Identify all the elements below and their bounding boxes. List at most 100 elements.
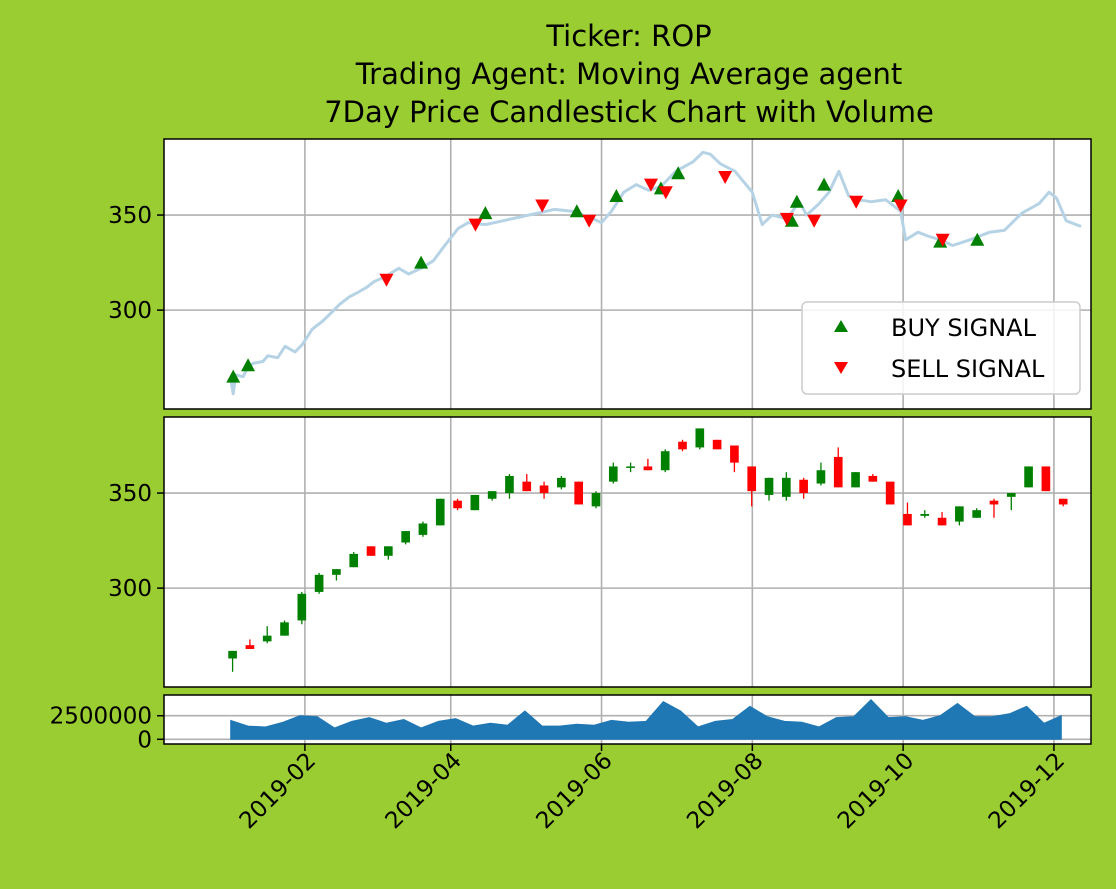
sell-signal-marker (379, 273, 394, 287)
x-tick-label: 2019-08 (682, 748, 768, 834)
candle-body-up (401, 531, 410, 543)
candle-body-up (816, 470, 826, 484)
candle-body-up (660, 451, 670, 471)
x-tick-label: 2019-10 (833, 748, 919, 834)
candle-body-down (643, 466, 653, 471)
legend-sell-marker-icon (834, 362, 848, 374)
x-tick-label: 2019-12 (984, 748, 1070, 834)
candle-body-down (453, 500, 462, 509)
candle-body-down (712, 439, 722, 450)
candle-body-down (245, 645, 255, 649)
candle-panel-background (164, 417, 1091, 687)
buy-signal-marker (784, 213, 799, 227)
candle-body-up (228, 650, 237, 659)
volume-panel-marks (230, 698, 1062, 740)
candle-body-up (626, 466, 635, 468)
chart-title-line-1: Ticker: ROP (545, 19, 711, 53)
candle-body-up (782, 477, 791, 497)
y-tick-label: 350 (108, 481, 152, 507)
sell-signal-marker (468, 218, 483, 232)
candle-body-down (366, 546, 376, 556)
x-tick-label: 2019-02 (235, 748, 321, 834)
candle-body-up (557, 477, 566, 488)
candle-body-up (505, 475, 514, 494)
buy-signal-marker (891, 189, 906, 203)
legend: BUY SIGNAL SELL SIGNAL (801, 301, 1081, 395)
signal-panel-marks (226, 150, 1082, 396)
candle-body-up (470, 494, 480, 511)
sell-signal-marker (849, 195, 864, 209)
candle-body-up (384, 546, 393, 556)
candle-body-down (885, 481, 895, 505)
candle-body-up (695, 428, 705, 448)
y-tick-label: 0 (137, 727, 152, 753)
candle-body-up (608, 466, 618, 482)
candle-body-down (989, 500, 999, 505)
candle-body-up (297, 593, 307, 621)
candle-body-down (678, 441, 687, 450)
candle-body-up (349, 553, 359, 568)
x-axis-ticks: 2019-02 2019-04 2019-06 2019-08 2019-10 2019-… (235, 744, 1070, 834)
buy-signal-marker (817, 177, 832, 191)
candle-body-up (332, 569, 341, 575)
buy-signal-marker (569, 204, 584, 218)
candle-body-down (522, 481, 532, 492)
candle-body-up (591, 493, 601, 507)
candle-body-down (539, 485, 549, 494)
candle-body-up (972, 510, 981, 518)
candle-body-up (920, 513, 930, 516)
buy-signal-marker (478, 206, 493, 220)
x-tick-label: 2019-04 (381, 748, 467, 834)
candle-body-up (764, 477, 774, 495)
signal-panel-frame (163, 138, 1092, 410)
close-price-line (229, 150, 1082, 396)
candle-body-up (851, 472, 860, 488)
candle-body-down (1058, 498, 1068, 505)
candle-body-down (747, 466, 757, 492)
x-tick-label: 2019-06 (531, 748, 617, 834)
y-tick-label: 350 (108, 203, 152, 229)
y-tick-label: 2500000 (50, 704, 152, 730)
candle-body-up (435, 498, 445, 526)
candle-body-down (1041, 466, 1051, 492)
candle-panel-frame (163, 416, 1092, 688)
candle-body-up (262, 635, 272, 642)
candle-body-down (937, 517, 947, 526)
candle-body-up (314, 574, 324, 592)
y-tick-label: 300 (108, 298, 152, 324)
legend-sell-label: SELL SIGNAL (891, 355, 1045, 383)
candle-body-up (1024, 466, 1033, 488)
buy-signal-marker (671, 166, 686, 180)
sell-signal-marker (893, 199, 908, 213)
legend-buy-label: BUY SIGNAL (891, 314, 1037, 342)
buy-signal-marker (789, 194, 804, 208)
buy-signal-marker (970, 232, 985, 246)
volume-area (230, 698, 1062, 740)
sell-signal-marker (935, 233, 950, 247)
candle-body-up (487, 491, 497, 499)
buy-signal-marker (609, 189, 624, 203)
candle-body-down (903, 513, 912, 526)
sell-signal-marker (658, 186, 673, 200)
buy-signal-marker (414, 255, 429, 269)
sell-signal-marker (582, 214, 597, 228)
candle-body-down (730, 445, 739, 463)
chart-title: Ticker: ROP Trading Agent: Moving Averag… (324, 19, 934, 129)
buy-signal-marker (226, 369, 241, 383)
candle-body-up (418, 523, 428, 535)
candle-body-up (955, 506, 964, 522)
sell-signal-marker (643, 178, 658, 192)
candle-body-up (1006, 493, 1016, 497)
candle-body-down (574, 481, 584, 505)
signal-panel-y-ticks: 300 350 (108, 203, 164, 324)
candle-body-down (868, 475, 878, 482)
legend-buy-marker-icon (834, 320, 848, 332)
candle-panel-marks (228, 428, 1068, 672)
candle-body-down (799, 479, 808, 494)
buy-signal-marker (241, 358, 256, 372)
candle-body-down (833, 456, 843, 488)
sell-signal-marker (807, 214, 822, 228)
